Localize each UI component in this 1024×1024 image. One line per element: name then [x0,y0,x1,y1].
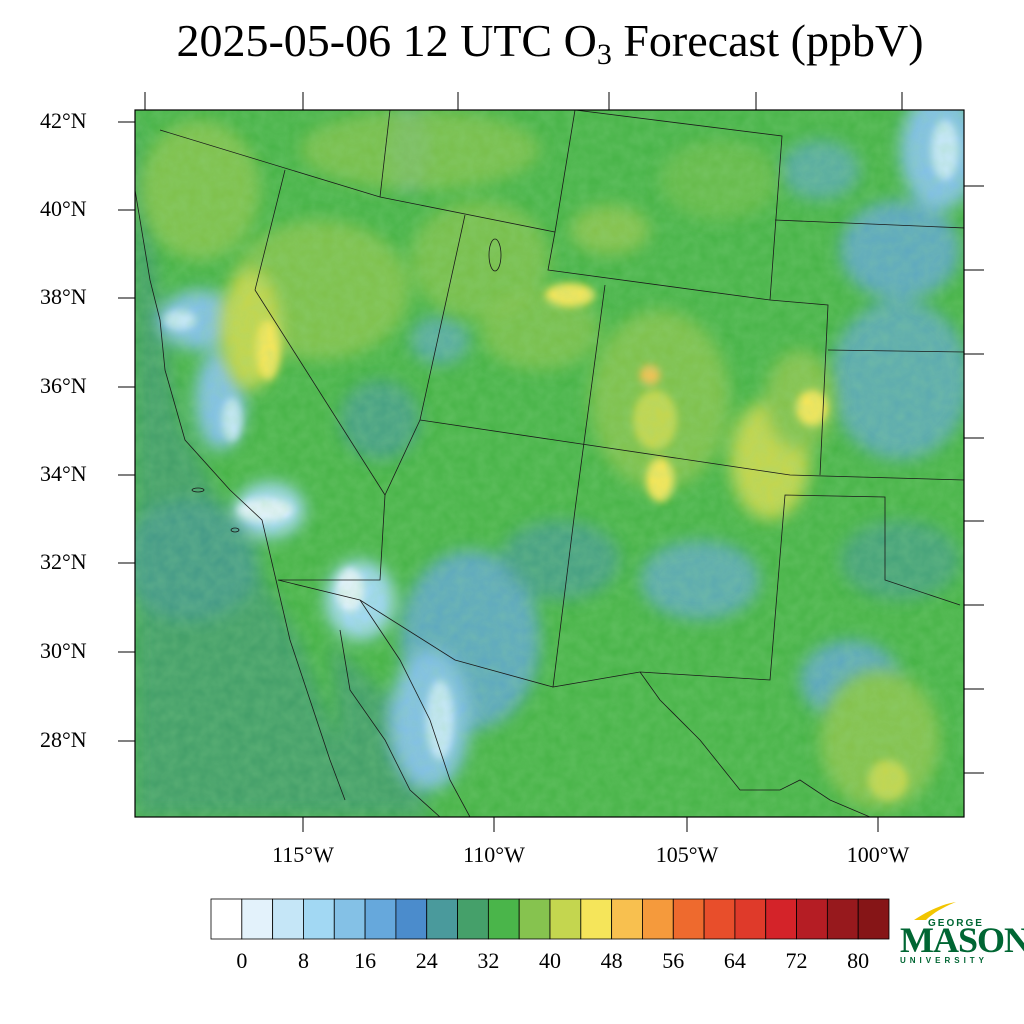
lat-label-36n: 36°N [40,373,87,398]
lat-label-32n: 32°N [40,549,87,574]
colorbar-swatch [642,898,674,940]
colorbar-tick-label: 64 [723,948,746,973]
colorbar-swatch [518,898,551,940]
colorbar-tick-label: 72 [785,948,808,973]
state-boundaries [159,110,964,817]
colorbar-swatch [272,898,304,940]
colorbar-tick-label: 48 [600,948,623,973]
colorbar-swatch [734,898,767,940]
lon-label-100w: 100°W [846,842,910,867]
colorbar-swatch [857,898,890,940]
colorbar-swatch [395,898,428,940]
colorbar-tick-label: 32 [477,948,500,973]
lat-label-40n: 40°N [40,196,87,221]
colorbar-swatch [796,898,828,940]
lon-label-115w: 115°W [272,842,334,867]
colorbar-swatch [364,898,397,940]
colorbar-swatch [765,898,797,940]
colorbar-swatch [703,898,736,940]
axis-ticks [118,92,984,832]
colorbar-tick-label: 8 [297,948,309,973]
logo-university: UNIVERSITY [900,956,989,965]
lat-label-38n: 38°N [40,284,87,309]
lat-label-30n: 30°N [40,638,87,663]
map-title: 2025-05-06 12 UTC O3 Forecast (ppbV) [176,15,924,71]
colorbar-swatch [303,898,335,940]
colorbar-tick-label: 24 [415,948,438,973]
colorbar-swatch [241,898,274,940]
colorbar-swatch [826,898,859,940]
colorbar-swatch [580,898,613,940]
lat-label-42n: 42°N [40,108,87,133]
colorbar [210,898,890,940]
colorbar-tick-label: 80 [847,948,870,973]
lon-label-110w: 110°W [463,842,525,867]
colorbar-tick-label: 40 [539,948,561,973]
logo-swoosh-icon [914,902,956,920]
ozone-field [135,110,964,817]
ozone-forecast-map [118,92,984,832]
colorbar-tick-label: 0 [236,948,248,973]
colorbar-swatch [426,898,458,940]
colorbar-swatch [210,898,243,940]
colorbar-swatch [457,898,489,940]
lat-label-28n: 28°N [40,727,87,752]
colorbar-swatch [672,898,705,940]
colorbar-swatch [611,898,643,940]
colorbar-swatch [487,898,520,940]
lon-label-105w: 105°W [655,842,719,867]
logo-mason: MASON [900,920,1024,960]
logo-george: GEORGE [928,918,984,929]
colorbar-swatch [549,898,582,940]
colorbar-tick-label: 56 [662,948,685,973]
lat-label-34n: 34°N [40,461,87,486]
colorbar-tick-label: 16 [354,948,377,973]
gmu-logo: GEORGE MASON UNIVERSITY [896,898,1024,968]
map-frame [134,109,965,818]
colorbar-swatch [333,898,366,940]
coastline [135,189,502,817]
